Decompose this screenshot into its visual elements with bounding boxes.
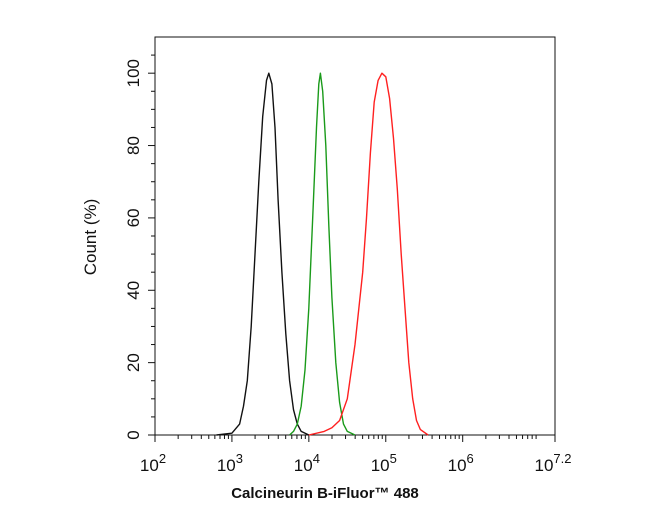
y-tick-label: 100	[124, 59, 143, 87]
x-tick-label: 102	[140, 451, 166, 475]
y-axis: 0 20 40 60 80 100	[124, 54, 155, 440]
x-tick-label: 106	[448, 451, 474, 475]
x-tick-label: 104	[294, 451, 320, 475]
x-tick-label: 107.2	[535, 451, 572, 475]
y-tick-label: 0	[124, 430, 143, 439]
series-layer	[216, 72, 429, 436]
x-axis: 102 103 104 105 106 107.2	[140, 435, 572, 475]
x-tick-label: 103	[217, 451, 243, 475]
y-tick-label: 80	[124, 136, 143, 155]
y-tick-label: 40	[124, 281, 143, 300]
x-tick-label: 105	[371, 451, 397, 475]
y-tick-label: 20	[124, 353, 143, 372]
y-tick-label: 60	[124, 208, 143, 227]
plot-frame	[154, 36, 556, 436]
histogram-series-1	[216, 72, 310, 436]
histogram-series-2	[289, 72, 356, 436]
y-axis-label: Count (%)	[81, 199, 100, 276]
histogram-series-3	[308, 72, 429, 436]
plot-area	[154, 36, 556, 436]
x-axis-label: Calcineurin B-iFluor™ 488	[231, 485, 419, 502]
